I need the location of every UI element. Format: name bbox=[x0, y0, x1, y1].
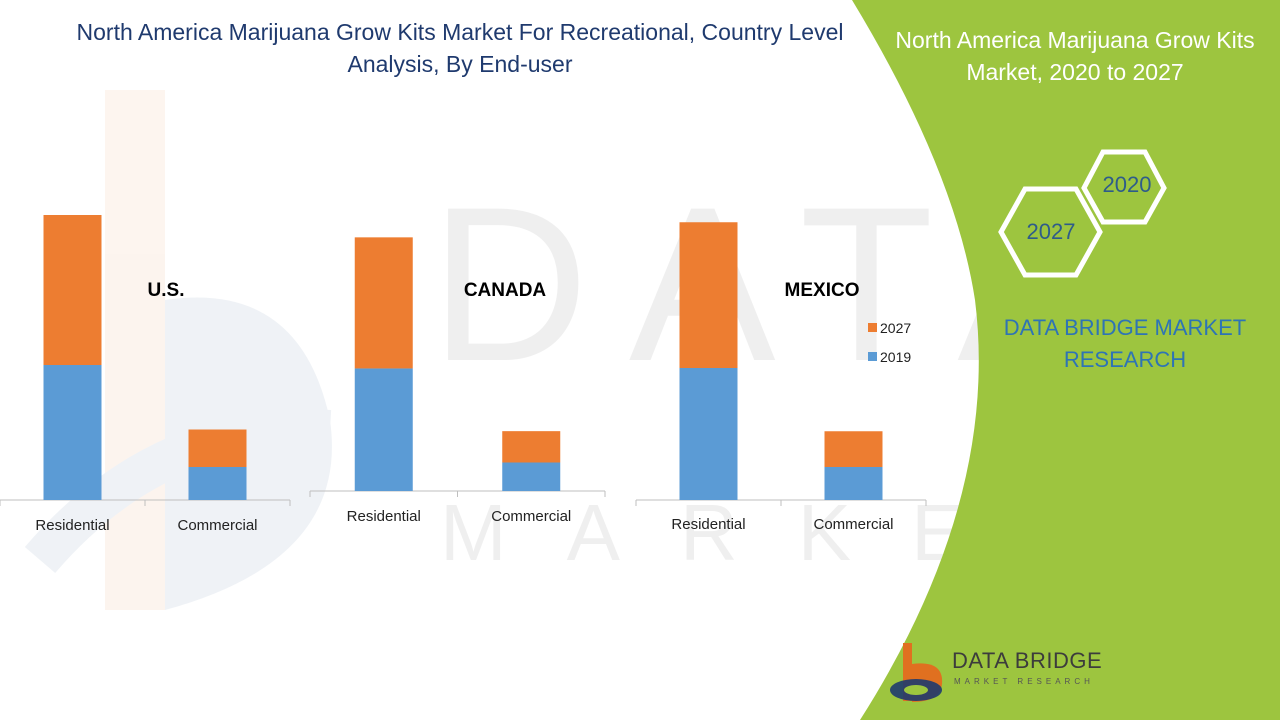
category-label: Commercial bbox=[491, 508, 571, 525]
side-panel bbox=[852, 0, 1280, 720]
category-label: Commercial bbox=[177, 517, 257, 534]
bar-residential-2027 bbox=[354, 237, 413, 369]
side-panel-title: North America Marijuana Grow Kits Market… bbox=[895, 27, 1255, 85]
legend: 2027 2019 bbox=[868, 320, 911, 365]
bar-commercial-2019 bbox=[502, 462, 561, 491]
country-label: U.S. bbox=[148, 280, 185, 301]
hex-label-2020: 2020 bbox=[1102, 172, 1152, 197]
bar-residential-2019 bbox=[679, 368, 738, 500]
chart-panel-mexico: Residential Commercial MEXICO 2027 2019 bbox=[635, 222, 927, 533]
bar-residential-2019 bbox=[354, 368, 413, 491]
logo-mark bbox=[890, 643, 943, 702]
chart-panel-canada: Residential Commercial CANADA bbox=[309, 237, 606, 525]
category-label: Residential bbox=[347, 508, 421, 525]
country-label: MEXICO bbox=[785, 280, 860, 301]
legend-swatch-2019 bbox=[868, 352, 877, 361]
bar-residential-2019 bbox=[43, 365, 102, 500]
brand-name: DATA BRIDGE MARKET RESEARCH bbox=[1003, 315, 1247, 372]
bar-commercial-2027 bbox=[502, 431, 561, 463]
category-label: Residential bbox=[671, 516, 745, 533]
logo-name: DATA BRIDGE bbox=[952, 648, 1103, 673]
legend-label-2019: 2019 bbox=[880, 349, 911, 365]
bar-commercial-2019 bbox=[824, 467, 883, 500]
bar-commercial-2027 bbox=[188, 429, 247, 467]
hex-label-2027: 2027 bbox=[1026, 219, 1076, 244]
hexagon-2020 bbox=[1081, 149, 1167, 225]
legend-label-2027: 2027 bbox=[880, 320, 911, 336]
category-label: Residential bbox=[35, 517, 109, 534]
logo-subtitle: MARKET RESEARCH bbox=[954, 677, 1094, 686]
chart-title: North America Marijuana Grow Kits Market… bbox=[76, 19, 844, 77]
category-label: Commercial bbox=[813, 516, 893, 533]
bar-commercial-2019 bbox=[188, 467, 247, 500]
chart-panel-us: Residential Commercial U.S. bbox=[0, 215, 291, 534]
bar-residential-2027 bbox=[43, 215, 102, 365]
hexagon-2027 bbox=[998, 186, 1103, 278]
bar-residential-2027 bbox=[679, 222, 738, 368]
bar-commercial-2027 bbox=[824, 431, 883, 467]
country-label: CANADA bbox=[464, 280, 547, 301]
legend-swatch-2027 bbox=[868, 323, 877, 332]
